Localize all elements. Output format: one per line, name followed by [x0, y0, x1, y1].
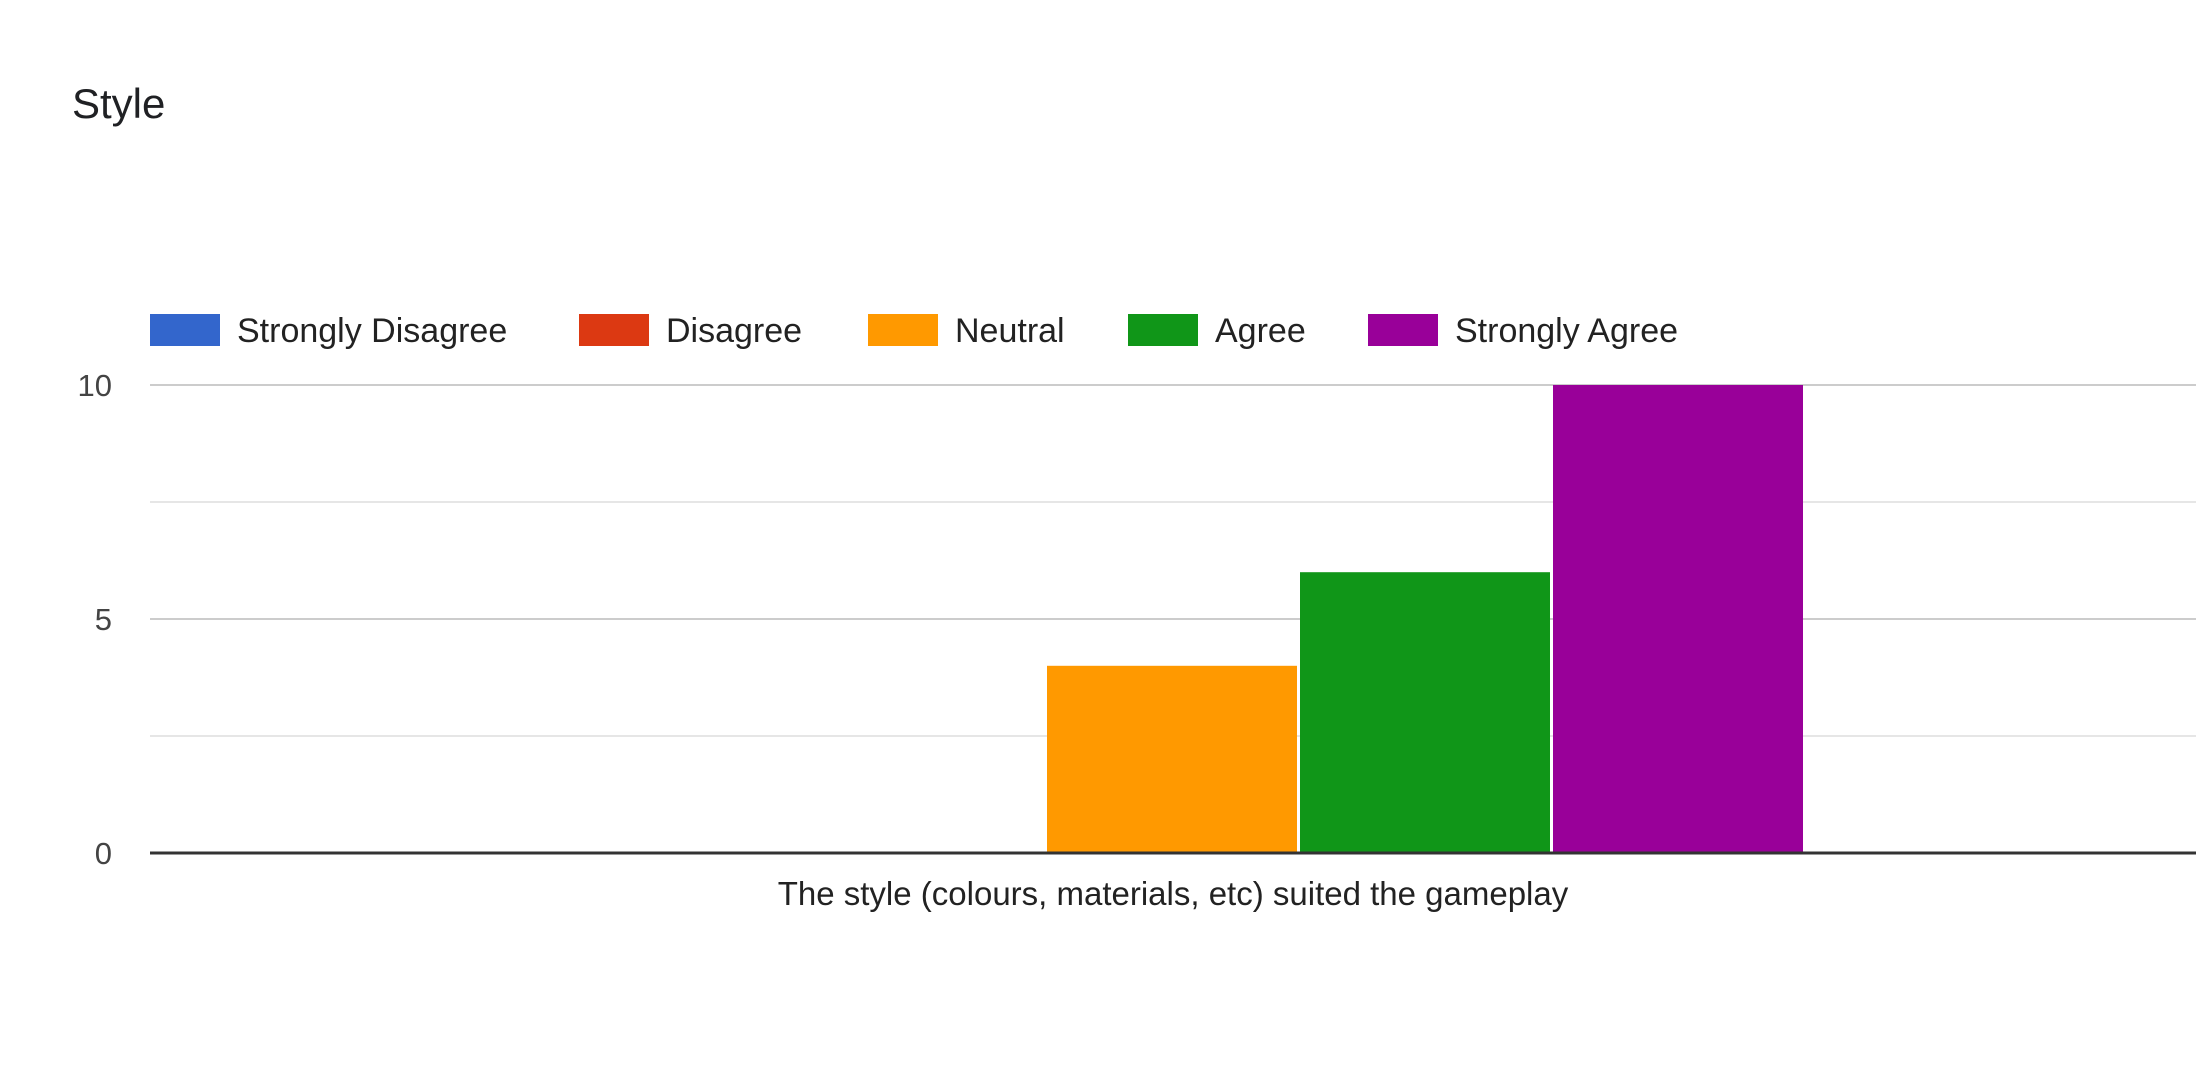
legend-item-strongly-disagree[interactable]: Strongly Disagree — [150, 312, 507, 350]
legend-item-disagree[interactable]: Disagree — [579, 312, 802, 350]
y-tick-label: 0 — [95, 836, 112, 871]
legend-label: Neutral — [955, 312, 1065, 350]
legend-swatch — [150, 314, 220, 346]
legend-label: Strongly Agree — [1455, 312, 1678, 350]
legend-label: Strongly Disagree — [237, 312, 507, 350]
x-category-label: The style (colours, materials, etc) suit… — [778, 875, 1569, 912]
bars — [1047, 385, 1803, 853]
bar-agree[interactable] — [1300, 572, 1550, 853]
legend-swatch — [868, 314, 938, 346]
y-tick-label: 5 — [95, 602, 112, 637]
legend-swatch — [1368, 314, 1438, 346]
legend-swatch — [1128, 314, 1198, 346]
legend-item-agree[interactable]: Agree — [1128, 312, 1306, 350]
legend-swatch — [579, 314, 649, 346]
chart-title: Style — [72, 80, 166, 127]
bar-strongly-agree[interactable] — [1553, 385, 1803, 853]
legend-label: Agree — [1215, 312, 1306, 350]
bar-neutral[interactable] — [1047, 665, 1297, 853]
y-tick-label: 10 — [78, 368, 112, 403]
legend-item-strongly-agree[interactable]: Strongly Agree — [1368, 312, 1678, 350]
gridlines — [150, 384, 2196, 737]
legend-item-neutral[interactable]: Neutral — [868, 312, 1065, 350]
legend: Strongly Disagree Disagree Neutral Agree Str… — [150, 312, 1678, 350]
axis: 0 5 10 The style (colours, materials, etc) … — [78, 368, 2196, 912]
legend-label: Disagree — [666, 312, 802, 350]
